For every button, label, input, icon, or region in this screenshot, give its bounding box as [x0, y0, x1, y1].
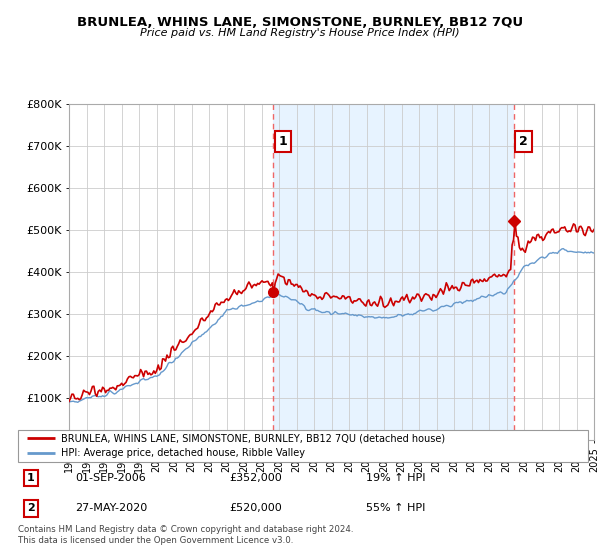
Text: £352,000: £352,000: [229, 473, 281, 483]
Text: Price paid vs. HM Land Registry's House Price Index (HPI): Price paid vs. HM Land Registry's House …: [140, 28, 460, 38]
Text: 2: 2: [519, 135, 528, 148]
Text: 1: 1: [278, 135, 287, 148]
Text: 1: 1: [26, 473, 34, 483]
Text: 27-MAY-2020: 27-MAY-2020: [75, 503, 147, 514]
Text: 19% ↑ HPI: 19% ↑ HPI: [366, 473, 425, 483]
Text: 2: 2: [26, 503, 34, 514]
Bar: [273, 104, 514, 440]
Text: BRUNLEA, WHINS LANE, SIMONSTONE, BURNLEY, BB12 7QU (detached house): BRUNLEA, WHINS LANE, SIMONSTONE, BURNLEY…: [61, 433, 445, 444]
Text: 55% ↑ HPI: 55% ↑ HPI: [366, 503, 425, 514]
Text: £520,000: £520,000: [229, 503, 281, 514]
Text: HPI: Average price, detached house, Ribble Valley: HPI: Average price, detached house, Ribb…: [61, 448, 305, 458]
Text: BRUNLEA, WHINS LANE, SIMONSTONE, BURNLEY, BB12 7QU: BRUNLEA, WHINS LANE, SIMONSTONE, BURNLEY…: [77, 16, 523, 29]
Text: 01-SEP-2006: 01-SEP-2006: [75, 473, 146, 483]
Text: Contains HM Land Registry data © Crown copyright and database right 2024.
This d: Contains HM Land Registry data © Crown c…: [18, 525, 353, 545]
